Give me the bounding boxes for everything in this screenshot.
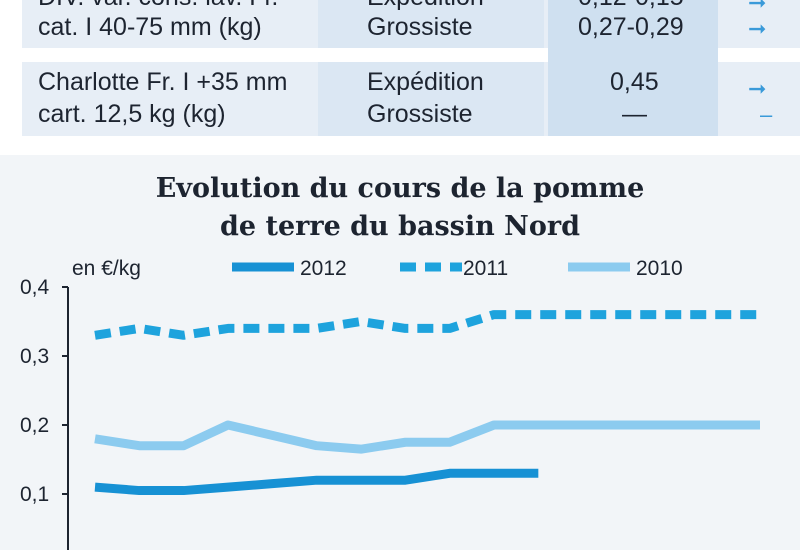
price-value: 0,12-0,15	[578, 0, 684, 14]
trend-arrow-icon: ➞	[748, 16, 767, 41]
price-value: 0,45	[610, 68, 659, 96]
market-stage: Grossiste	[367, 13, 473, 41]
stage-column	[318, 62, 544, 136]
market-stage: Grossiste	[367, 100, 473, 128]
price-chart: Evolution du cours de la pomme de terre …	[0, 155, 800, 550]
trend-arrow-icon: ➞	[748, 76, 767, 101]
unit-label: en €/kg	[72, 257, 141, 280]
y-tick-label: 0,3	[20, 345, 49, 368]
y-tick-label: 0,1	[20, 483, 49, 506]
legend-label: 2012	[300, 257, 347, 280]
price-table: DIV. var. cons. lav. Fr. cat. I 40-75 mm…	[0, 0, 800, 140]
product-name: Charlotte Fr. I +35 mm	[38, 68, 288, 96]
trend-dash-icon: –	[760, 102, 773, 127]
product-name: DIV. var. cons. lav. Fr.	[38, 0, 278, 14]
series-line-2012	[94, 468, 539, 496]
product-name: cat. I 40-75 mm (kg)	[38, 13, 262, 41]
y-tick-label: 0,4	[20, 276, 50, 299]
legend-label: 2010	[636, 257, 683, 280]
price-value: 0,27-0,29	[578, 13, 684, 41]
price-column	[548, 0, 718, 136]
product-name: cart. 12,5 kg (kg)	[38, 100, 226, 128]
trend-arrow-icon: ➞	[748, 0, 767, 15]
series-line-2010	[94, 420, 760, 454]
price-value: —	[622, 100, 647, 128]
market-stage: Expédition	[367, 68, 484, 96]
chart-subtitle: de terre du bassin Nord	[220, 211, 580, 242]
stage-column	[318, 0, 544, 48]
series-line-2011	[94, 310, 760, 340]
legend-label: 2011	[463, 257, 508, 280]
chart-title: Evolution du cours de la pomme	[155, 173, 645, 204]
y-tick-label: 0,2	[20, 414, 49, 437]
market-stage: Expédition	[367, 0, 484, 14]
